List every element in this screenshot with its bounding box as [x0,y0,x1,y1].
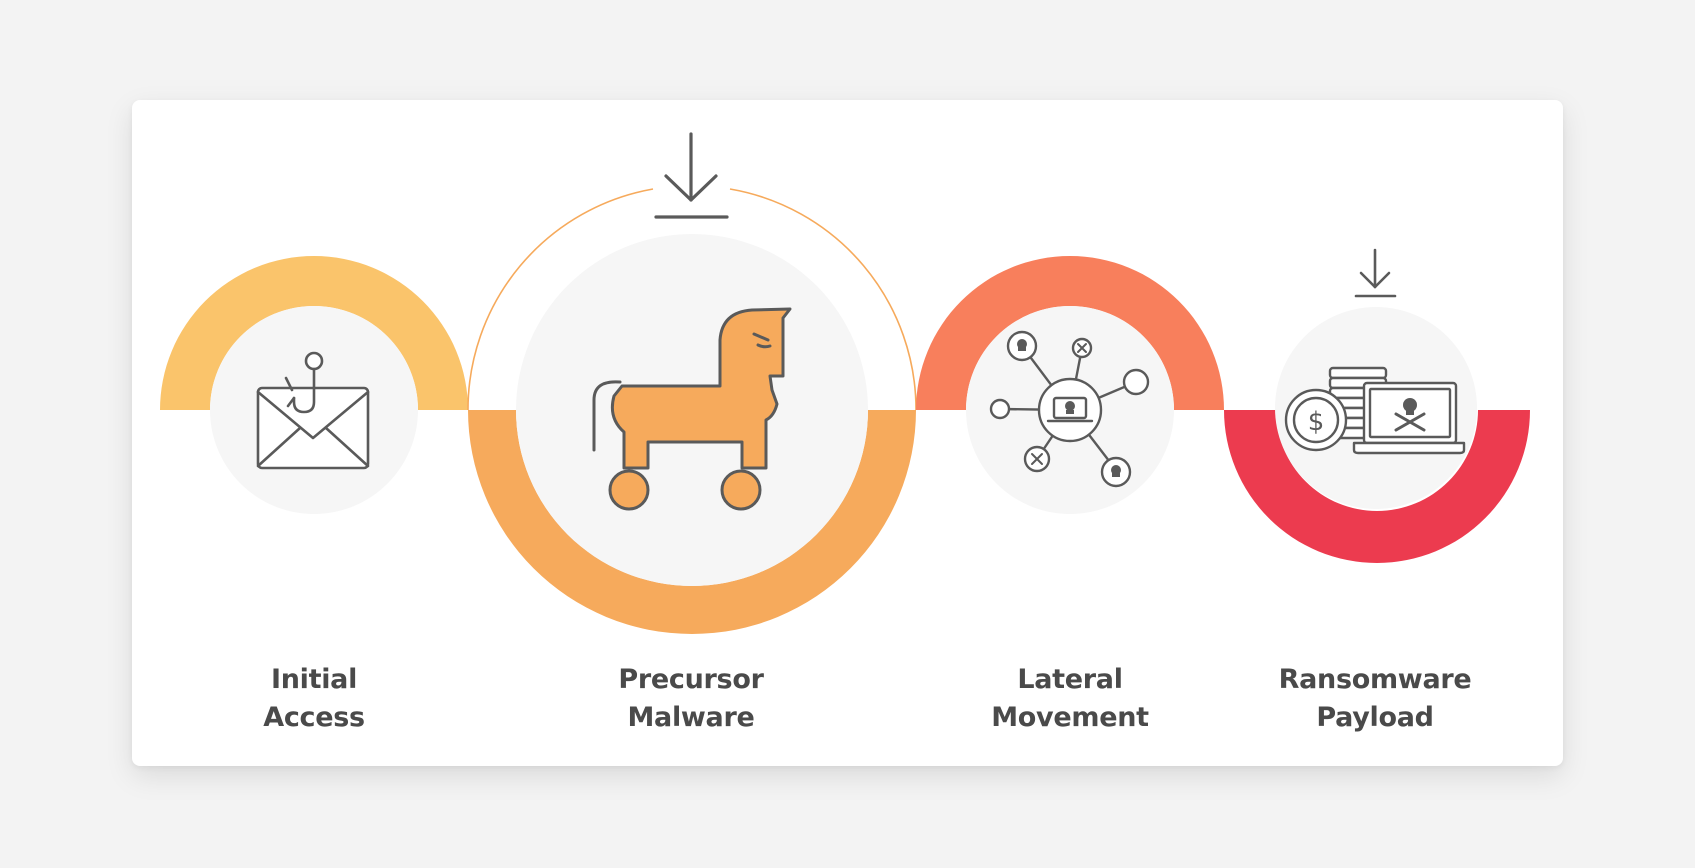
label-ransomware-payload: Ransomware Payload [1235,661,1515,737]
label-lateral-movement-line2: Movement [991,702,1149,733]
label-precursor-malware: Precursor Malware [551,661,831,737]
ransomware-payload-arc [1224,410,1530,563]
label-initial-access: Initial Access [174,661,454,737]
precursor-malware-arc [468,410,916,634]
network-spread-icon [989,330,1150,488]
trojan-horse-icon [592,307,792,511]
lateral-movement-arc [916,256,1224,410]
label-lateral-movement-line1: Lateral [1017,664,1123,695]
phishing-envelope-icon [256,351,370,470]
svg-text:$: $ [1308,407,1325,437]
stage-ransomware-payload: $ [1224,248,1530,563]
precursor-thin-ring [467,188,654,411]
stage-lateral-movement [916,256,1224,514]
label-ransomware-payload-line1: Ransomware [1278,664,1472,695]
ransom-laptop-icon: $ [1284,366,1466,455]
label-ransomware-payload-line2: Payload [1316,702,1434,733]
download-arrow-small-icon [1354,248,1397,298]
label-lateral-movement: Lateral Movement [930,661,1210,737]
label-initial-access-line1: Initial [270,664,358,695]
label-initial-access-line2: Access [263,702,365,733]
initial-access-arc [160,256,468,410]
stage-precursor-malware [467,132,917,634]
precursor-thin-ring-right [729,188,917,411]
label-precursor-malware-line1: Precursor [618,664,764,695]
label-precursor-malware-line2: Malware [627,702,755,733]
download-arrow-icon [654,132,729,219]
stage-initial-access [160,256,468,514]
